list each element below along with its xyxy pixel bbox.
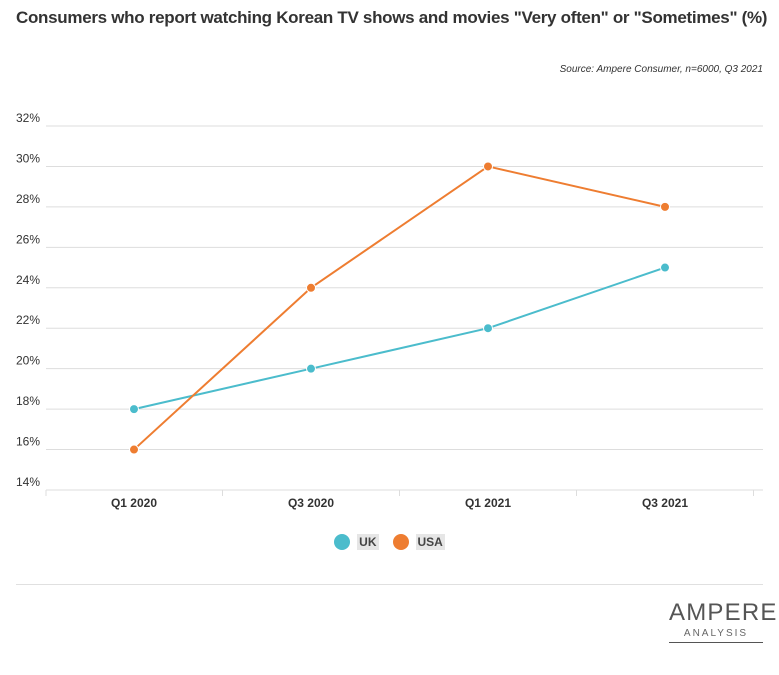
series-line-uk <box>133 266 666 411</box>
divider <box>16 584 763 585</box>
logo-subtitle: ANALYSIS <box>683 628 749 639</box>
legend-item-uk[interactable]: UK <box>334 534 379 550</box>
y-tick-label: 18% <box>16 394 40 408</box>
data-point-usa[interactable] <box>129 444 139 455</box>
x-axis-ticks: Q1 2020 Q3 2020 Q1 2021 Q3 2021 <box>45 490 754 510</box>
x-tick-label: Q1 2021 <box>465 496 511 510</box>
source-note: Source: Ampere Consumer, n=6000, Q3 2021 <box>559 64 763 75</box>
legend-marker-usa <box>392 534 409 550</box>
y-tick-label: 30% <box>16 151 40 165</box>
legend-item-usa[interactable]: USA <box>392 534 445 550</box>
y-tick-label: 16% <box>16 435 40 449</box>
data-point-usa[interactable] <box>306 282 316 293</box>
y-tick-label: 22% <box>16 313 40 327</box>
x-tick-label: Q1 2020 <box>111 496 157 510</box>
data-point-uk[interactable] <box>483 323 493 334</box>
x-tick-label: Q3 2020 <box>288 496 334 510</box>
data-point-usa[interactable] <box>660 201 670 212</box>
y-tick-label: 32% <box>16 111 40 125</box>
x-tick-label: Q3 2021 <box>642 496 688 510</box>
y-tick-label: 26% <box>16 232 40 246</box>
legend-marker-uk <box>334 534 351 550</box>
data-point-uk[interactable] <box>660 262 670 273</box>
legend: UK USA <box>0 534 779 550</box>
series-line-usa <box>133 165 666 451</box>
data-point-uk[interactable] <box>306 363 316 374</box>
series-lines <box>129 161 670 455</box>
data-point-usa[interactable] <box>483 161 493 172</box>
data-point-uk[interactable] <box>129 404 139 415</box>
chart-title: Consumers who report watching Korean TV … <box>16 8 768 27</box>
logo-wordmark: AMPERE <box>669 599 778 626</box>
y-tick-label: 20% <box>16 354 40 368</box>
y-tick-label: 14% <box>16 475 40 489</box>
grid-lines <box>46 125 763 491</box>
line-chart: 32% 30% 28% 26% 24% 22% 20% 18% 16% 14% Q1 2020 Q3… <box>16 111 763 510</box>
y-axis-ticks: 32% 30% 28% 26% 24% 22% 20% 18% 16% 14% <box>16 111 40 489</box>
legend-label-uk: UK <box>357 534 379 550</box>
y-tick-label: 24% <box>16 273 40 287</box>
legend-label-usa: USA <box>415 534 445 550</box>
y-tick-label: 28% <box>16 192 40 206</box>
ampere-analysis-logo[interactable]: AMPERE ANALYSIS <box>669 599 778 643</box>
